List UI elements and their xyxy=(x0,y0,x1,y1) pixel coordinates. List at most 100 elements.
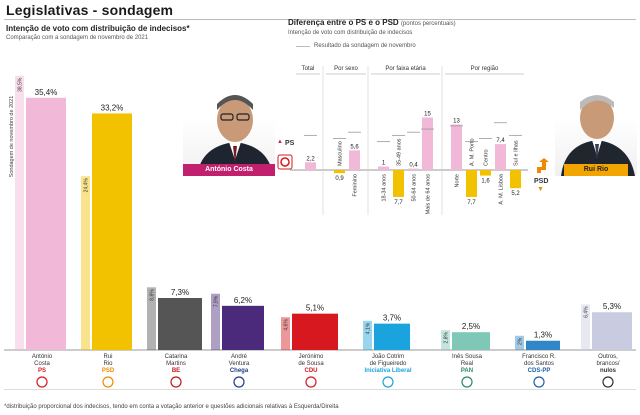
prev-bar-label: 24,4% xyxy=(84,178,90,193)
prev-bar xyxy=(363,320,372,350)
diff-category-label: A. M. Porto xyxy=(470,138,476,166)
candidate-name-line2: Ventura xyxy=(229,361,250,367)
diff-category-label: 35-49 anos xyxy=(397,138,403,166)
diff-value-label: 1 xyxy=(382,161,386,167)
candidate-name-line1: Jerónimo xyxy=(299,354,324,360)
current-bar xyxy=(292,313,338,350)
diff-category-label: 50-64 anos xyxy=(412,174,418,202)
diff-bar xyxy=(393,170,404,197)
prev-bar xyxy=(581,304,590,350)
diff-bar xyxy=(408,168,419,170)
party-name: PS xyxy=(38,368,46,374)
legend-line xyxy=(296,46,310,47)
group-label: Por região xyxy=(471,66,499,72)
party-name: PSD xyxy=(102,368,115,374)
group-label: Total xyxy=(302,66,315,72)
diff-category-label: Masculino xyxy=(338,141,344,166)
party-logo-icon xyxy=(170,376,182,388)
current-bar-label: 5,1% xyxy=(306,304,324,313)
party-logo-icon xyxy=(102,376,114,388)
current-bar-label: 7,3% xyxy=(171,288,189,297)
diff-category-label: Sul e Ilhas xyxy=(514,140,520,166)
current-bar-label: 2,5% xyxy=(462,322,480,331)
current-bar-label: 33,2% xyxy=(101,103,124,112)
diff-value-label: 0,9 xyxy=(335,176,344,182)
current-bar xyxy=(526,340,560,350)
prev-bar-label: 4,6% xyxy=(284,319,290,331)
diff-value-label: 5,2 xyxy=(511,191,520,197)
prev-bar xyxy=(515,335,524,350)
diff-bar xyxy=(349,150,360,170)
diff-bar xyxy=(305,162,316,170)
current-bar xyxy=(592,312,632,350)
candidate-name-line2: brancos/ xyxy=(596,361,619,367)
candidate-name-line1: Catarina xyxy=(165,354,188,360)
title-divider xyxy=(4,19,636,20)
diff-bar xyxy=(422,117,433,170)
diff-value-label: 13 xyxy=(453,119,460,125)
diff-category-label: Norte xyxy=(455,174,461,187)
current-bar xyxy=(374,323,410,350)
candidate-name-line1: Outros, xyxy=(598,354,618,360)
prev-series-label: Sondagem de novembro de 2021 xyxy=(9,96,15,178)
candidate-name-line2: de Sousa xyxy=(298,361,324,367)
candidate-name-line1: André xyxy=(231,354,248,360)
candidate-name-line2: Real xyxy=(461,361,473,367)
prev-bar-label: 8,8% xyxy=(150,289,156,301)
current-bar xyxy=(26,97,66,351)
diff-value-label: 15 xyxy=(424,112,431,118)
prev-bar-label: 38,5% xyxy=(18,77,24,92)
candidate-name-line1: Francisco R. xyxy=(522,354,556,360)
left-chart-heading: Intenção de voto com distribuição de ind… xyxy=(6,24,190,33)
party-name: BE xyxy=(172,368,180,374)
prev-bar-label: 6,4% xyxy=(584,306,590,318)
right-heading-text: Diferença entre o PS e o PSD xyxy=(288,18,399,27)
right-chart-heading: Diferença entre o PS e o PSD (pontos per… xyxy=(288,18,456,27)
candidate-name-line1: António xyxy=(32,354,53,360)
psd-arrow-icon: ▼ xyxy=(537,186,544,193)
candidate-name-line1: Rui xyxy=(103,354,112,360)
diff-value-label: 1,6 xyxy=(481,179,490,185)
party-name: Iniciativa Liberal xyxy=(364,368,411,374)
ps-arrow-icon: ▲ xyxy=(277,139,283,145)
right-heading-note: (pontos percentuais) xyxy=(400,21,456,27)
prev-bar-label: 2,8% xyxy=(444,332,450,344)
current-bar xyxy=(452,332,490,350)
current-bar xyxy=(158,297,202,350)
diff-bar xyxy=(378,166,389,170)
current-bar-label: 3,7% xyxy=(383,314,401,323)
party-logo-icon xyxy=(233,376,245,388)
candidate-name-line2: dos Santos xyxy=(524,361,554,367)
party-logo-icon xyxy=(533,376,545,388)
party-logo-icon xyxy=(305,376,317,388)
candidate-name-line2: Costa xyxy=(34,361,50,367)
current-bar-label: 5,3% xyxy=(603,302,621,311)
prev-bar xyxy=(281,317,290,350)
prev-bar xyxy=(211,293,220,350)
diff-value-label: 2,2 xyxy=(306,156,315,162)
diff-bar xyxy=(334,170,345,174)
party-logo-icon xyxy=(36,376,48,388)
diff-bar xyxy=(480,170,491,176)
psd-logo-icon xyxy=(537,158,549,173)
candidate-name-line1: Inês Sousa xyxy=(452,354,483,360)
psd-tag: PSD xyxy=(534,178,549,185)
page-title: Legislativas - sondagem xyxy=(6,2,174,18)
prev-bar-label: 7,9% xyxy=(214,295,220,307)
prev-bar-label: 4,1% xyxy=(366,322,372,334)
footnote: *distribuição proporcional dos indecisos… xyxy=(4,404,339,410)
party-logo-icon xyxy=(602,376,614,388)
rui-rio-nametag: Rui Rio xyxy=(564,164,628,176)
ps-tag: PS xyxy=(285,140,295,147)
right-chart-subheading: Intenção de voto com distribuição de ind… xyxy=(288,30,413,36)
party-logo-icon xyxy=(382,376,394,388)
diff-category-label: A. M. Lisboa xyxy=(499,173,505,205)
diff-category-label: Centro xyxy=(484,149,490,166)
prev-bar xyxy=(15,75,24,350)
party-logo-icon xyxy=(461,376,473,388)
left-chart-subheading: Comparação com a sondagem de novembro de… xyxy=(6,35,149,41)
diff-bar xyxy=(495,144,506,170)
current-bar-label: 35,4% xyxy=(35,88,58,97)
diff-value-label: 7,7 xyxy=(467,200,476,206)
